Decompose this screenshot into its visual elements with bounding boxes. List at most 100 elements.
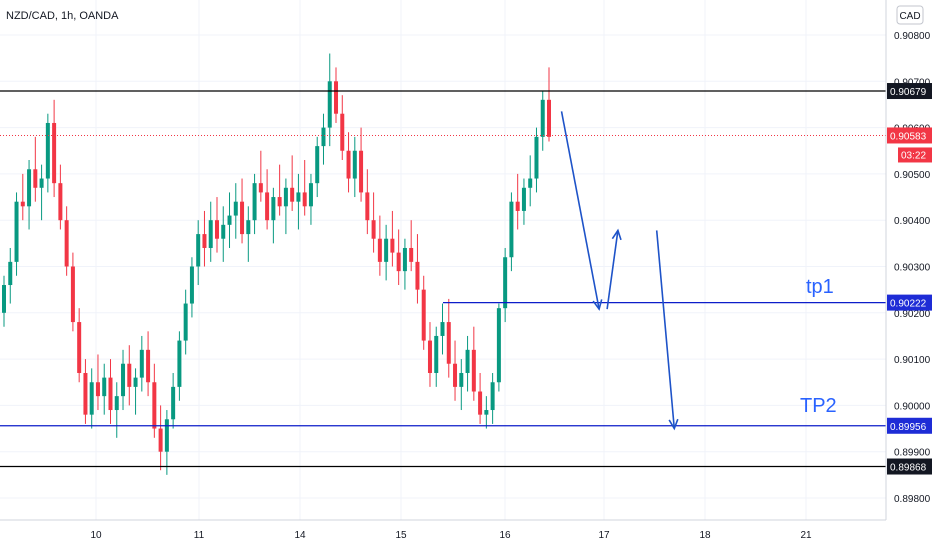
candle: [528, 155, 533, 207]
price-lines-layer: [0, 90, 886, 468]
y-tick-label: 0.90200: [894, 309, 931, 320]
projection-arrow-down-1-head: [592, 299, 603, 311]
y-tick-label: 0.90800: [894, 31, 931, 42]
candle-body: [459, 372, 464, 387]
current-price-tag: 0.90583: [887, 127, 932, 144]
price-tag-text: 0.90222: [890, 299, 927, 310]
x-tick-label: 21: [800, 530, 812, 541]
candle: [509, 192, 514, 272]
countdown-text: 03:22: [901, 150, 926, 161]
candle: [227, 192, 232, 248]
candle-body: [196, 234, 201, 267]
candle: [334, 67, 339, 123]
candle: [146, 331, 151, 397]
candle: [434, 326, 439, 387]
candle-body: [240, 201, 245, 235]
candle-body: [315, 146, 320, 184]
candle: [478, 372, 483, 424]
candle-body: [377, 238, 382, 262]
candle: [302, 160, 307, 216]
projection-arrow-down-2[interactable]: [655, 230, 679, 431]
tp2-label: TP2: [800, 395, 837, 417]
candle: [221, 206, 226, 262]
candle: [346, 132, 351, 193]
candle: [246, 206, 251, 262]
candle-body: [227, 215, 232, 225]
candle-body: [327, 81, 332, 128]
candle: [446, 298, 451, 378]
currency-button[interactable]: CAD: [896, 5, 924, 25]
candle: [2, 275, 6, 327]
candle: [240, 178, 245, 244]
candle-body: [346, 150, 351, 179]
candle: [427, 322, 432, 387]
candle-body: [52, 122, 57, 184]
candle-body: [371, 220, 376, 239]
candle-body: [440, 322, 445, 336]
candle: [327, 53, 332, 147]
candle-body: [434, 335, 439, 373]
candle: [133, 368, 138, 415]
projection-arrow-up[interactable]: [606, 228, 622, 310]
x-tick-label: 10: [90, 530, 102, 541]
candle-body: [509, 201, 514, 258]
candle-body: [359, 150, 364, 193]
candle: [189, 257, 194, 318]
candle-body: [164, 419, 169, 452]
y-tick-label: 0.90300: [894, 263, 931, 274]
candle-body: [202, 234, 207, 248]
time-axis[interactable]: 10 11 14 15 16 17 18 21: [90, 530, 812, 541]
candle-body: [409, 247, 414, 262]
candle-body: [95, 382, 100, 397]
projection-arrow-up-shaft: [606, 230, 619, 310]
candle: [8, 247, 13, 304]
y-tick-label: 0.89800: [894, 494, 931, 505]
candle-body: [258, 183, 263, 193]
candle-body: [384, 238, 389, 262]
candle: [196, 220, 201, 286]
candle-body: [133, 377, 138, 387]
x-tick-label: 17: [598, 530, 610, 541]
candle-body: [33, 169, 38, 188]
candle: [58, 164, 63, 230]
candle-body: [45, 122, 50, 179]
candle-body: [127, 363, 132, 387]
candle: [371, 192, 376, 253]
candle-body: [39, 178, 44, 188]
candle-body: [540, 99, 545, 137]
countdown-bg: [898, 147, 932, 163]
candle-body: [496, 308, 501, 383]
price-tag: 0.90222: [887, 294, 932, 311]
candle-body: [121, 363, 126, 397]
candle: [33, 136, 38, 202]
candle: [547, 67, 551, 142]
price-tag: 0.90679: [887, 83, 932, 100]
candle: [208, 201, 213, 262]
candle-body: [547, 99, 551, 137]
candle: [415, 234, 420, 304]
price-tag-bg: [887, 83, 932, 100]
candle: [484, 396, 489, 429]
candle: [534, 127, 539, 193]
candle-body: [233, 201, 238, 216]
candle-body: [108, 377, 113, 411]
candle: [70, 252, 75, 332]
candle-body: [427, 340, 432, 373]
candle: [384, 224, 389, 281]
candle: [365, 169, 370, 235]
candle-body: [515, 201, 520, 211]
candle-body: [102, 377, 107, 397]
candle: [77, 308, 82, 383]
candle: [121, 349, 126, 411]
candle: [453, 340, 458, 401]
candle: [283, 178, 288, 235]
candle: [202, 210, 207, 267]
projection-arrow-down-1[interactable]: [560, 111, 603, 311]
candle: [277, 164, 282, 216]
candle: [390, 210, 395, 267]
candle-body: [158, 428, 163, 452]
candle: [421, 275, 426, 350]
candle-body: [246, 220, 251, 235]
